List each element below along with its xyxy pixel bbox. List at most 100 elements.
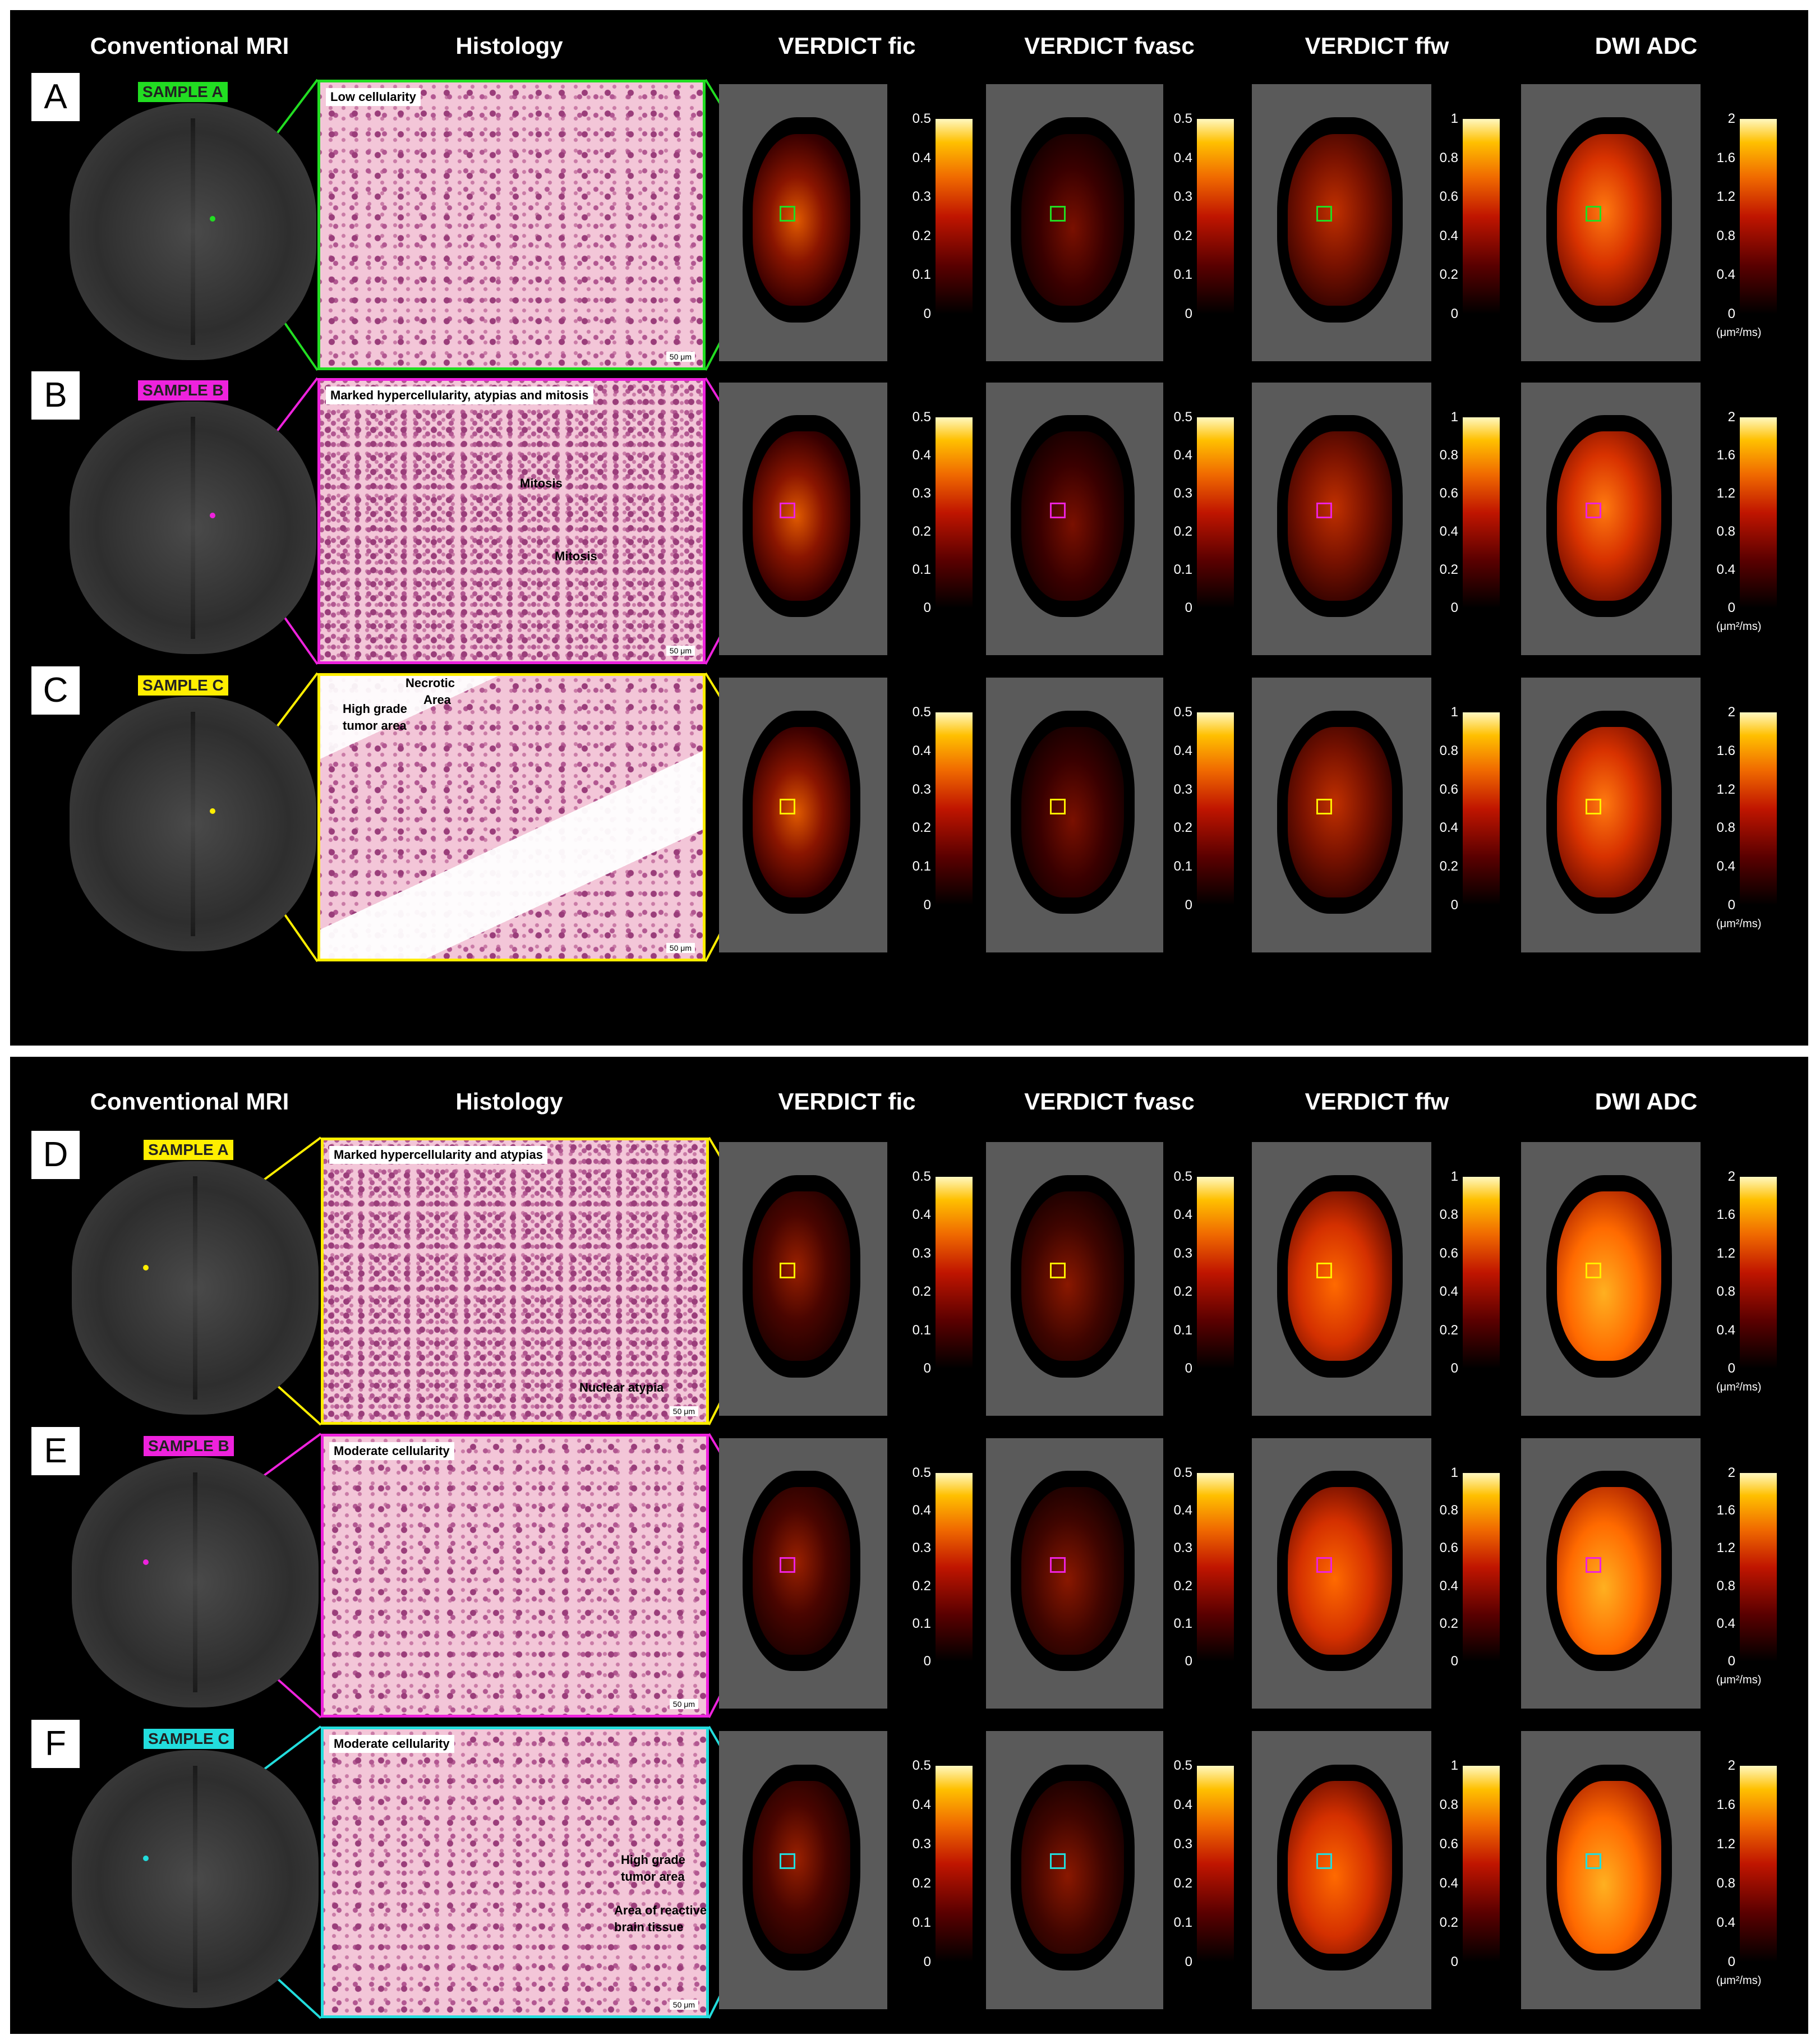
colorbar-tick: 2 <box>1727 1169 1735 1184</box>
scale-bar: 50 μm <box>666 943 695 953</box>
colorbar-tick: 2 <box>1727 409 1735 425</box>
colorbar-tick: 0.3 <box>912 486 931 501</box>
colorbar-ticks-adc: 2 1.6 1.2 0.8 0.4 0 <box>1702 1169 1735 1376</box>
colorbar-tick: 0.4 <box>1173 1207 1192 1223</box>
colorbar-ffw <box>1463 712 1500 905</box>
mri-roi-dot <box>210 808 216 814</box>
roi-box <box>1049 1557 1066 1573</box>
colorbar-tick: 0.3 <box>912 189 931 205</box>
histology-image-d: Marked hypercellularity and atypias 50 μm… <box>321 1138 709 1425</box>
colorbar-tick: 0.2 <box>912 228 931 243</box>
mri-roi-dot <box>143 1856 149 1862</box>
map-fic-d <box>719 1142 887 1416</box>
panel-letter-f: F <box>31 1720 80 1768</box>
colorbar-tick: 0.4 <box>1716 1915 1735 1930</box>
colorbar-tick: 0.1 <box>1173 562 1192 577</box>
colorbar-tick: 1 <box>1450 1465 1458 1480</box>
colorbar-tick: 0.2 <box>1173 820 1192 836</box>
column-header-2: VERDICT fic <box>778 1088 916 1115</box>
colorbar-fic <box>936 1473 973 1661</box>
colorbar-tick: 0.1 <box>1173 859 1192 874</box>
colorbar-tick: 0.4 <box>1439 820 1458 836</box>
roi-box <box>780 206 795 222</box>
histology-caption: Moderate cellularity <box>329 1442 454 1460</box>
colorbar-tick: 1.6 <box>1716 150 1735 165</box>
colorbar-tick: 0.2 <box>912 820 931 836</box>
colorbar-tick: 0.1 <box>1173 1615 1192 1631</box>
colorbar-tick: 0.4 <box>912 743 931 758</box>
colorbar-tick: 0.8 <box>1439 1797 1458 1812</box>
colorbar-tick: 0.6 <box>1439 486 1458 501</box>
map-adc-f <box>1521 1731 1701 2009</box>
colorbar-tick: 0 <box>1185 897 1192 913</box>
column-header-4: VERDICT ffw <box>1305 33 1449 59</box>
colorbar-tick: 0.4 <box>912 1207 931 1223</box>
map-heat <box>753 431 850 601</box>
roi-box <box>1316 1853 1333 1870</box>
colorbar-tick: 0.1 <box>1173 267 1192 283</box>
colorbar-ffw <box>1463 1766 1500 1962</box>
colorbar-ticks-fic: 0.5 0.4 0.3 0.2 0.1 0 <box>897 1169 931 1376</box>
map-fic-a <box>719 84 887 361</box>
colorbar-fvasc <box>1197 119 1234 314</box>
colorbar-tick: 0 <box>1727 897 1735 913</box>
colorbar-tick: 0.5 <box>1173 1465 1192 1480</box>
colorbar-fvasc <box>1197 1473 1234 1661</box>
colorbar-fic <box>936 119 973 314</box>
adc-unit-label: (μm²/ms) <box>1716 1974 1762 1987</box>
colorbar-ticks-fic: 0.5 0.4 0.3 0.2 0.1 0 <box>897 1465 931 1669</box>
colorbar-tick: 0.2 <box>1173 1284 1192 1300</box>
colorbar-ticks-fic: 0.5 0.4 0.3 0.2 0.1 0 <box>897 705 931 913</box>
colorbar-tick: 0.1 <box>1173 1915 1192 1930</box>
colorbar-tick: 0.6 <box>1439 1836 1458 1852</box>
column-header-0: Conventional MRI <box>90 33 289 59</box>
colorbar-tick: 0 <box>923 1654 931 1669</box>
colorbar-tick: 0 <box>1185 306 1192 321</box>
map-heat <box>753 727 850 897</box>
colorbar-ticks-fic: 0.5 0.4 0.3 0.2 0.1 0 <box>897 409 931 615</box>
colorbar-tick: 0.8 <box>1716 524 1735 539</box>
colorbar-tick: 0.1 <box>912 267 931 283</box>
sample-label: SAMPLE A <box>138 82 228 102</box>
colorbar-ticks-ffw: 1 0.8 0.6 0.4 0.2 0 <box>1425 1465 1458 1669</box>
roi-box <box>1586 1262 1602 1278</box>
colorbar-tick: 0.5 <box>912 409 931 425</box>
map-heat <box>1021 431 1125 601</box>
colorbar-ticks-fic: 0.5 0.4 0.3 0.2 0.1 0 <box>897 1758 931 1969</box>
scale-bar: 50 μm <box>666 352 695 362</box>
histology-texture <box>324 1140 706 1422</box>
colorbar-ticks-adc: 2 1.6 1.2 0.8 0.4 0 <box>1702 1758 1735 1969</box>
colorbar-tick: 0.5 <box>912 1465 931 1480</box>
column-header-2: VERDICT fic <box>778 33 916 59</box>
roi-box <box>1316 1262 1333 1278</box>
histology-annotation: High grade <box>621 1853 685 1867</box>
colorbar-tick: 0.2 <box>1173 1578 1192 1594</box>
panel-letter-e: E <box>31 1427 80 1475</box>
colorbar-tick: 2 <box>1727 1758 1735 1773</box>
map-fic-b <box>719 383 887 655</box>
colorbar-tick: 0.2 <box>912 1876 931 1891</box>
colorbar-ticks-ffw: 1 0.8 0.6 0.4 0.2 0 <box>1425 111 1458 321</box>
colorbar-tick: 0.2 <box>1439 1915 1458 1930</box>
colorbar-tick: 2 <box>1727 705 1735 720</box>
map-fic-e <box>719 1438 887 1709</box>
adc-unit-label: (μm²/ms) <box>1716 918 1762 930</box>
roi-box <box>1316 1557 1333 1573</box>
colorbar-tick: 1.2 <box>1716 486 1735 501</box>
colorbar-tick: 0 <box>923 1954 931 1969</box>
colorbar-tick: 0 <box>1185 1654 1192 1669</box>
colorbar-tick: 0.1 <box>912 1915 931 1930</box>
colorbar-tick: 0 <box>1450 1954 1458 1969</box>
map-heat <box>1557 727 1661 897</box>
colorbar-tick: 1.6 <box>1716 1797 1735 1812</box>
map-heat <box>753 133 850 306</box>
map-heat <box>1021 133 1125 306</box>
roi-box <box>1586 1557 1602 1573</box>
colorbar-tick: 0.4 <box>1439 524 1458 539</box>
colorbar-tick: 0.4 <box>1173 448 1192 463</box>
colorbar-tick: 0 <box>1450 306 1458 321</box>
colorbar-ticks-ffw: 1 0.8 0.6 0.4 0.2 0 <box>1425 1169 1458 1376</box>
colorbar-tick: 0.5 <box>1173 111 1192 126</box>
colorbar-tick: 0.6 <box>1439 1540 1458 1556</box>
mri-roi-dot <box>143 1559 149 1566</box>
